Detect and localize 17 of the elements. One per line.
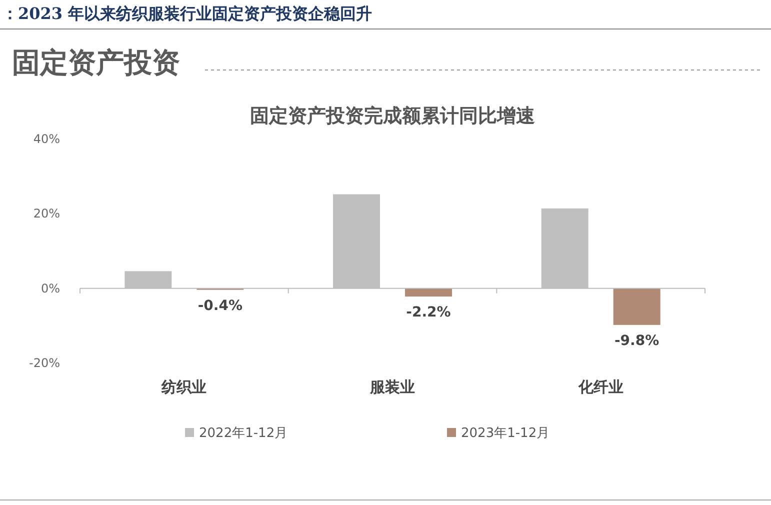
bar xyxy=(613,288,660,325)
chart-title: 固定资产投资完成额累计同比增速 xyxy=(250,105,535,127)
x-tick-label: 服装业 xyxy=(369,378,415,396)
text: ：2023 年以来纺织服装行业固定资产投资企稳回升 xyxy=(2,4,372,23)
x-tick-label: 化纤业 xyxy=(577,378,624,396)
data-label: -0.4% xyxy=(198,298,242,314)
data-label: -9.8% xyxy=(614,332,660,349)
data-label: -2.2% xyxy=(406,304,451,321)
text: 固定资产投资 xyxy=(12,46,180,79)
legend-label: 2023年1-12月 xyxy=(461,426,550,441)
y-tick-label: 40% xyxy=(33,132,60,146)
y-tick-label: 0% xyxy=(40,281,60,296)
bar xyxy=(405,288,452,297)
y-tick-label: 20% xyxy=(33,206,60,221)
y-tick-label: -20% xyxy=(28,356,60,370)
x-tick-label: 纺织业 xyxy=(160,378,207,396)
legend-label: 2022年1-12月 xyxy=(199,426,288,441)
